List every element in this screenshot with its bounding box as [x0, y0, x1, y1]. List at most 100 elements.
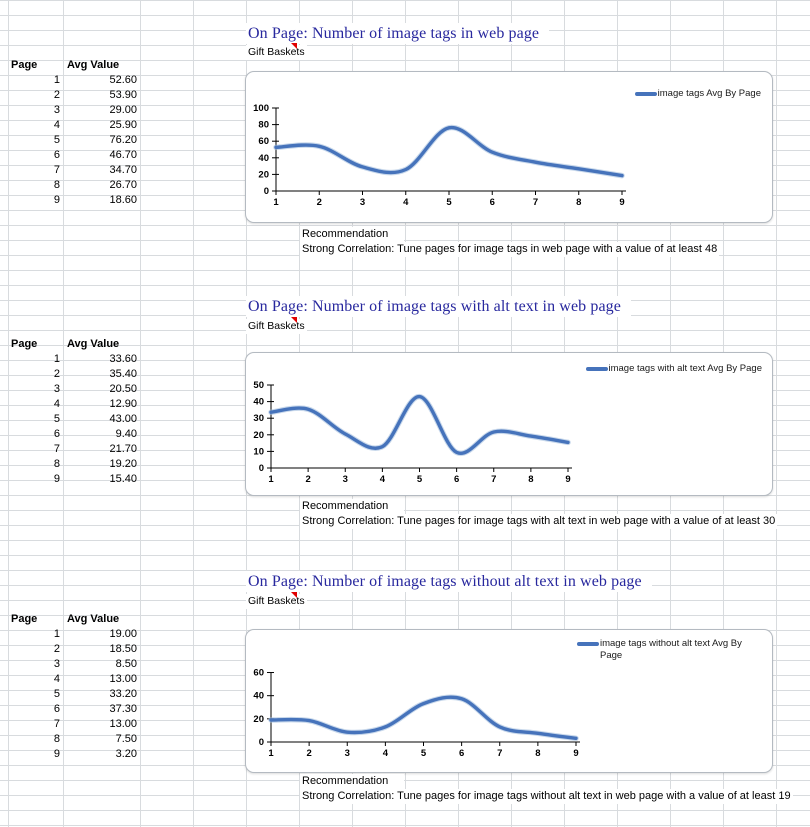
recommendation-text-cell[interactable]: Strong Correlation: Tune pages for image…	[300, 242, 720, 257]
page-cell[interactable]: 4	[53, 673, 60, 685]
page-cell[interactable]: 6	[53, 703, 60, 715]
table-row: 5 43.00	[8, 412, 140, 427]
recommendation-label-cell[interactable]: Recommendation	[300, 227, 404, 242]
svg-text:0: 0	[259, 737, 264, 748]
page-cell[interactable]: 1	[53, 74, 60, 86]
avg-value-cell[interactable]: 34.70	[109, 164, 137, 176]
svg-text:1: 1	[268, 748, 274, 759]
page-cell[interactable]: 1	[53, 353, 60, 365]
page-cell[interactable]: 2	[53, 368, 60, 380]
recommendation-text-cell[interactable]: Strong Correlation: Tune pages for image…	[300, 789, 793, 804]
column-header-avg-value[interactable]: Avg Value	[67, 338, 120, 350]
page-cell[interactable]: 1	[53, 628, 60, 640]
avg-value-cell[interactable]: 9.40	[115, 428, 137, 440]
avg-value-cell[interactable]: 21.70	[109, 443, 137, 455]
table-body: 1 33.60 2 35.40 3 20.50 4 12.90 5 43.00 6 9.40 7 21.7…	[8, 352, 140, 487]
avg-value-cell[interactable]: 46.70	[109, 149, 137, 161]
comment-marker-icon	[291, 592, 297, 598]
page-cell[interactable]: 6	[53, 149, 60, 161]
avg-value-cell[interactable]: 33.60	[109, 353, 137, 365]
page-cell[interactable]: 9	[53, 473, 60, 485]
page-cell[interactable]: 8	[53, 733, 60, 745]
avg-value-cell[interactable]: 13.00	[109, 673, 137, 685]
product-name-cell[interactable]: Gift Baskets	[246, 594, 307, 609]
avg-value-cell[interactable]: 29.00	[109, 104, 137, 116]
svg-text:9: 9	[565, 474, 570, 485]
avg-value-cell[interactable]: 12.90	[109, 398, 137, 410]
chart-image-tags-alt-text[interactable]: 0 10 20 30 40 50 1 2 3 4 5 6 7 8 9 image tags with alt…	[245, 352, 773, 496]
recommendation-label-cell[interactable]: Recommendation	[300, 499, 404, 514]
chart-image-tags[interactable]: 0 20 40 60 80 100 1 2 3 4 5 6 7 8 9 image tags Avg By …	[245, 71, 773, 223]
page-cell[interactable]: 5	[53, 134, 60, 146]
avg-value-cell[interactable]: 19.20	[109, 458, 137, 470]
avg-value-cell[interactable]: 37.30	[109, 703, 137, 715]
chart-canvas: 0 20 40 60 80 100 1 2 3 4 5 6 7 8 9	[253, 103, 626, 208]
svg-text:40: 40	[253, 397, 264, 408]
section-title-cell[interactable]: On Page: Number of image tags in web pag…	[246, 23, 550, 44]
product-name-cell[interactable]: Gift Baskets	[246, 319, 307, 334]
svg-text:1: 1	[273, 197, 279, 208]
table-row: 2 53.90	[8, 88, 140, 103]
column-header-page[interactable]: Page	[11, 613, 38, 625]
page-cell[interactable]: 5	[53, 413, 60, 425]
column-header-avg-value[interactable]: Avg Value	[67, 59, 120, 71]
avg-value-cell[interactable]: 19.00	[109, 628, 137, 640]
svg-text:8: 8	[576, 197, 581, 208]
column-header-page[interactable]: Page	[11, 338, 38, 350]
page-cell[interactable]: 8	[53, 179, 60, 191]
avg-value-table: Page Avg Value 1 52.60 2 53.90 3 29.00 4 25.90 5…	[8, 58, 140, 208]
avg-value-cell[interactable]: 35.40	[109, 368, 137, 380]
svg-text:100: 100	[253, 103, 269, 114]
page-cell[interactable]: 6	[53, 428, 60, 440]
svg-text:3: 3	[345, 748, 350, 759]
page-cell[interactable]: 3	[53, 104, 60, 116]
avg-value-cell[interactable]: 18.50	[109, 643, 137, 655]
section-title-cell[interactable]: On Page: Number of image tags with alt t…	[246, 296, 631, 317]
recommendation-text-cell[interactable]: Strong Correlation: Tune pages for image…	[300, 514, 778, 529]
table-row: 8 26.70	[8, 178, 140, 193]
avg-value-cell[interactable]: 76.20	[109, 134, 137, 146]
page-cell[interactable]: 7	[53, 443, 60, 455]
svg-text:40: 40	[253, 691, 264, 702]
avg-value-cell[interactable]: 33.20	[109, 688, 137, 700]
avg-value-cell[interactable]: 8.50	[115, 658, 137, 670]
table-header-row: Page Avg Value	[8, 58, 140, 73]
legend-line-swatch	[577, 642, 599, 646]
page-cell[interactable]: 4	[53, 119, 60, 131]
svg-text:30: 30	[253, 413, 264, 424]
avg-value-cell[interactable]: 52.60	[109, 74, 137, 86]
avg-value-cell[interactable]: 15.40	[109, 473, 137, 485]
avg-value-cell[interactable]: 13.00	[109, 718, 137, 730]
page-cell[interactable]: 9	[53, 748, 60, 760]
page-cell[interactable]: 5	[53, 688, 60, 700]
column-header-page[interactable]: Page	[11, 59, 38, 71]
page-cell[interactable]: 3	[53, 383, 60, 395]
recommendation-label-cell[interactable]: Recommendation	[300, 774, 404, 789]
page-cell[interactable]: 7	[53, 718, 60, 730]
avg-value-cell[interactable]: 43.00	[109, 413, 137, 425]
page-cell[interactable]: 2	[53, 643, 60, 655]
avg-value-cell[interactable]: 3.20	[115, 748, 137, 760]
table-row: 6 37.30	[8, 702, 140, 717]
section-title-cell[interactable]: On Page: Number of image tags without al…	[246, 571, 652, 592]
page-cell[interactable]: 7	[53, 164, 60, 176]
page-cell[interactable]: 9	[53, 194, 60, 206]
svg-text:0: 0	[264, 186, 269, 197]
page-cell[interactable]: 3	[53, 658, 60, 670]
chart-image-tags-no-alt-text[interactable]: 0 20 40 60 1 2 3 4 5 6 7 8 9 image tags without alt …	[245, 629, 773, 773]
table-row: 5 33.20	[8, 687, 140, 702]
avg-value-table: Page Avg Value 1 19.00 2 18.50 3 8.50 4 13.00 5 3…	[8, 612, 140, 762]
page-cell[interactable]: 4	[53, 398, 60, 410]
table-row: 5 76.20	[8, 133, 140, 148]
avg-value-cell[interactable]: 18.60	[109, 194, 137, 206]
column-header-avg-value[interactable]: Avg Value	[67, 613, 120, 625]
avg-value-cell[interactable]: 7.50	[115, 733, 137, 745]
page-cell[interactable]: 2	[53, 89, 60, 101]
avg-value-cell[interactable]: 20.50	[109, 383, 137, 395]
avg-value-cell[interactable]: 25.90	[109, 119, 137, 131]
svg-text:2: 2	[317, 197, 322, 208]
page-cell[interactable]: 8	[53, 458, 60, 470]
product-name-cell[interactable]: Gift Baskets	[246, 45, 307, 60]
avg-value-cell[interactable]: 26.70	[109, 179, 137, 191]
avg-value-cell[interactable]: 53.90	[109, 89, 137, 101]
